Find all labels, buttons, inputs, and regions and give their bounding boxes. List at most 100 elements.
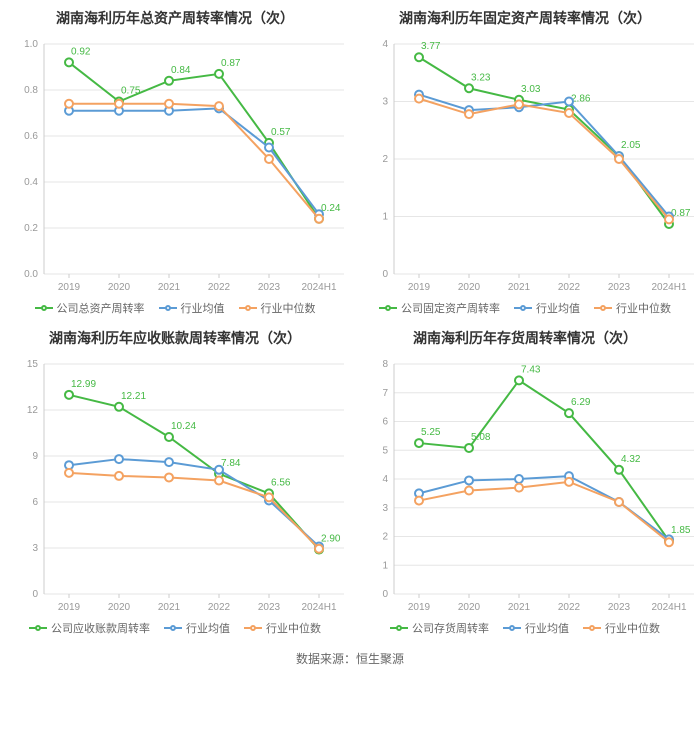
y-tick-label: 1.0 xyxy=(24,39,38,50)
value-label: 2.86 xyxy=(571,94,591,105)
legend-swatch-icon xyxy=(514,303,532,313)
y-tick-label: 0.4 xyxy=(24,177,38,188)
chart-svg: 0.00.20.40.60.81.02019202020212022202320… xyxy=(4,34,346,294)
y-tick-label: 0.2 xyxy=(24,223,38,234)
legend-label: 公司固定资产周转率 xyxy=(401,300,500,316)
chart-panel: 湖南海利历年总资产周转率情况（次）0.00.20.40.60.81.020192… xyxy=(0,0,350,320)
y-tick-label: 0.0 xyxy=(24,269,38,280)
x-tick-label: 2024H1 xyxy=(651,602,686,613)
series-marker-median xyxy=(315,545,323,553)
series-marker-median xyxy=(265,493,273,501)
series-line-company xyxy=(69,62,319,218)
x-tick-label: 2019 xyxy=(408,282,431,293)
series-marker-company xyxy=(65,391,73,399)
series-marker-median xyxy=(115,100,123,108)
y-tick-label: 3 xyxy=(382,503,388,514)
legend-swatch-icon xyxy=(594,303,612,313)
series-marker-median xyxy=(115,472,123,480)
series-marker-company xyxy=(515,376,523,384)
chart-svg: 01234201920202021202220232024H13.773.233… xyxy=(354,34,696,294)
value-label: 0.92 xyxy=(71,46,91,57)
series-marker-median xyxy=(565,478,573,486)
legend-label: 行业均值 xyxy=(525,620,569,636)
x-tick-label: 2019 xyxy=(408,602,431,613)
value-label: 0.87 xyxy=(221,58,241,69)
series-marker-company xyxy=(165,433,173,441)
x-tick-label: 2020 xyxy=(458,282,481,293)
x-tick-label: 2021 xyxy=(508,602,531,613)
value-label: 2.90 xyxy=(321,534,341,545)
x-tick-label: 2020 xyxy=(108,602,131,613)
series-marker-median xyxy=(165,100,173,108)
series-marker-median xyxy=(415,497,423,505)
y-tick-label: 8 xyxy=(382,359,388,370)
y-tick-label: 12 xyxy=(27,405,39,416)
value-label: 6.56 xyxy=(271,477,291,488)
chart-svg: 03691215201920202021202220232024H112.991… xyxy=(4,354,346,614)
y-tick-label: 6 xyxy=(382,417,388,428)
series-line-company xyxy=(69,395,319,550)
chart-panel: 湖南海利历年存货周转率情况（次）012345678201920202021202… xyxy=(350,320,700,640)
value-label: 2.05 xyxy=(621,140,641,151)
y-tick-label: 4 xyxy=(382,39,388,50)
chart-plot: 012345678201920202021202220232024H15.255… xyxy=(354,354,696,614)
legend-item: 行业中位数 xyxy=(239,300,316,316)
y-tick-label: 0.8 xyxy=(24,85,38,96)
value-label: 12.21 xyxy=(121,391,146,402)
chart-svg: 012345678201920202021202220232024H15.255… xyxy=(354,354,696,614)
series-marker-median xyxy=(265,155,273,163)
series-marker-median xyxy=(665,215,673,223)
chart-grid: 湖南海利历年总资产周转率情况（次）0.00.20.40.60.81.020192… xyxy=(0,0,700,640)
y-tick-label: 0 xyxy=(382,589,388,600)
value-label: 0.87 xyxy=(671,208,691,219)
legend: 公司固定资产周转率 行业均值行业中位数 xyxy=(354,300,696,316)
legend-label: 公司总资产周转率 xyxy=(57,300,145,316)
series-marker-avg xyxy=(515,475,523,483)
series-line-avg xyxy=(419,95,669,217)
value-label: 3.03 xyxy=(521,84,541,95)
series-marker-company xyxy=(215,70,223,78)
chart-panel: 湖南海利历年应收账款周转率情况（次）0369121520192020202120… xyxy=(0,320,350,640)
y-tick-label: 15 xyxy=(27,359,39,370)
legend-item: 公司总资产周转率 xyxy=(35,300,145,316)
chart-plot: 01234201920202021202220232024H13.773.233… xyxy=(354,34,696,294)
series-marker-company xyxy=(65,58,73,66)
x-tick-label: 2020 xyxy=(458,602,481,613)
y-tick-label: 0 xyxy=(382,269,388,280)
x-tick-label: 2024H1 xyxy=(301,282,336,293)
y-tick-label: 2 xyxy=(382,154,388,165)
legend-item: 行业均值 xyxy=(164,620,230,636)
legend-swatch-icon xyxy=(35,303,53,313)
legend-swatch-icon xyxy=(164,623,182,633)
legend-item: 公司固定资产周转率 xyxy=(379,300,500,316)
legend-item: 行业均值 xyxy=(514,300,580,316)
value-label: 3.23 xyxy=(471,72,491,83)
series-marker-median xyxy=(515,100,523,108)
series-marker-company xyxy=(465,84,473,92)
series-marker-median xyxy=(615,498,623,506)
value-label: 0.84 xyxy=(171,65,191,76)
x-tick-label: 2022 xyxy=(208,282,231,293)
chart-title: 湖南海利历年固定资产周转率情况（次） xyxy=(354,8,696,28)
y-tick-label: 3 xyxy=(382,97,388,108)
legend-label: 公司存货周转率 xyxy=(412,620,489,636)
series-marker-avg xyxy=(215,466,223,474)
series-marker-median xyxy=(665,538,673,546)
legend-item: 行业中位数 xyxy=(583,620,660,636)
legend-label: 行业均值 xyxy=(536,300,580,316)
legend-label: 行业中位数 xyxy=(261,300,316,316)
y-tick-label: 4 xyxy=(382,474,388,485)
x-tick-label: 2023 xyxy=(258,602,281,613)
chart-plot: 0.00.20.40.60.81.02019202020212022202320… xyxy=(4,34,346,294)
series-marker-median xyxy=(315,215,323,223)
series-marker-median xyxy=(65,469,73,477)
legend-item: 行业中位数 xyxy=(594,300,671,316)
series-marker-company xyxy=(415,439,423,447)
legend-swatch-icon xyxy=(159,303,177,313)
series-marker-avg xyxy=(265,144,273,152)
data-source: 数据来源：恒生聚源 xyxy=(0,640,700,681)
series-marker-median xyxy=(565,109,573,117)
y-tick-label: 7 xyxy=(382,388,388,399)
legend-swatch-icon xyxy=(503,623,521,633)
value-label: 1.85 xyxy=(671,525,691,536)
